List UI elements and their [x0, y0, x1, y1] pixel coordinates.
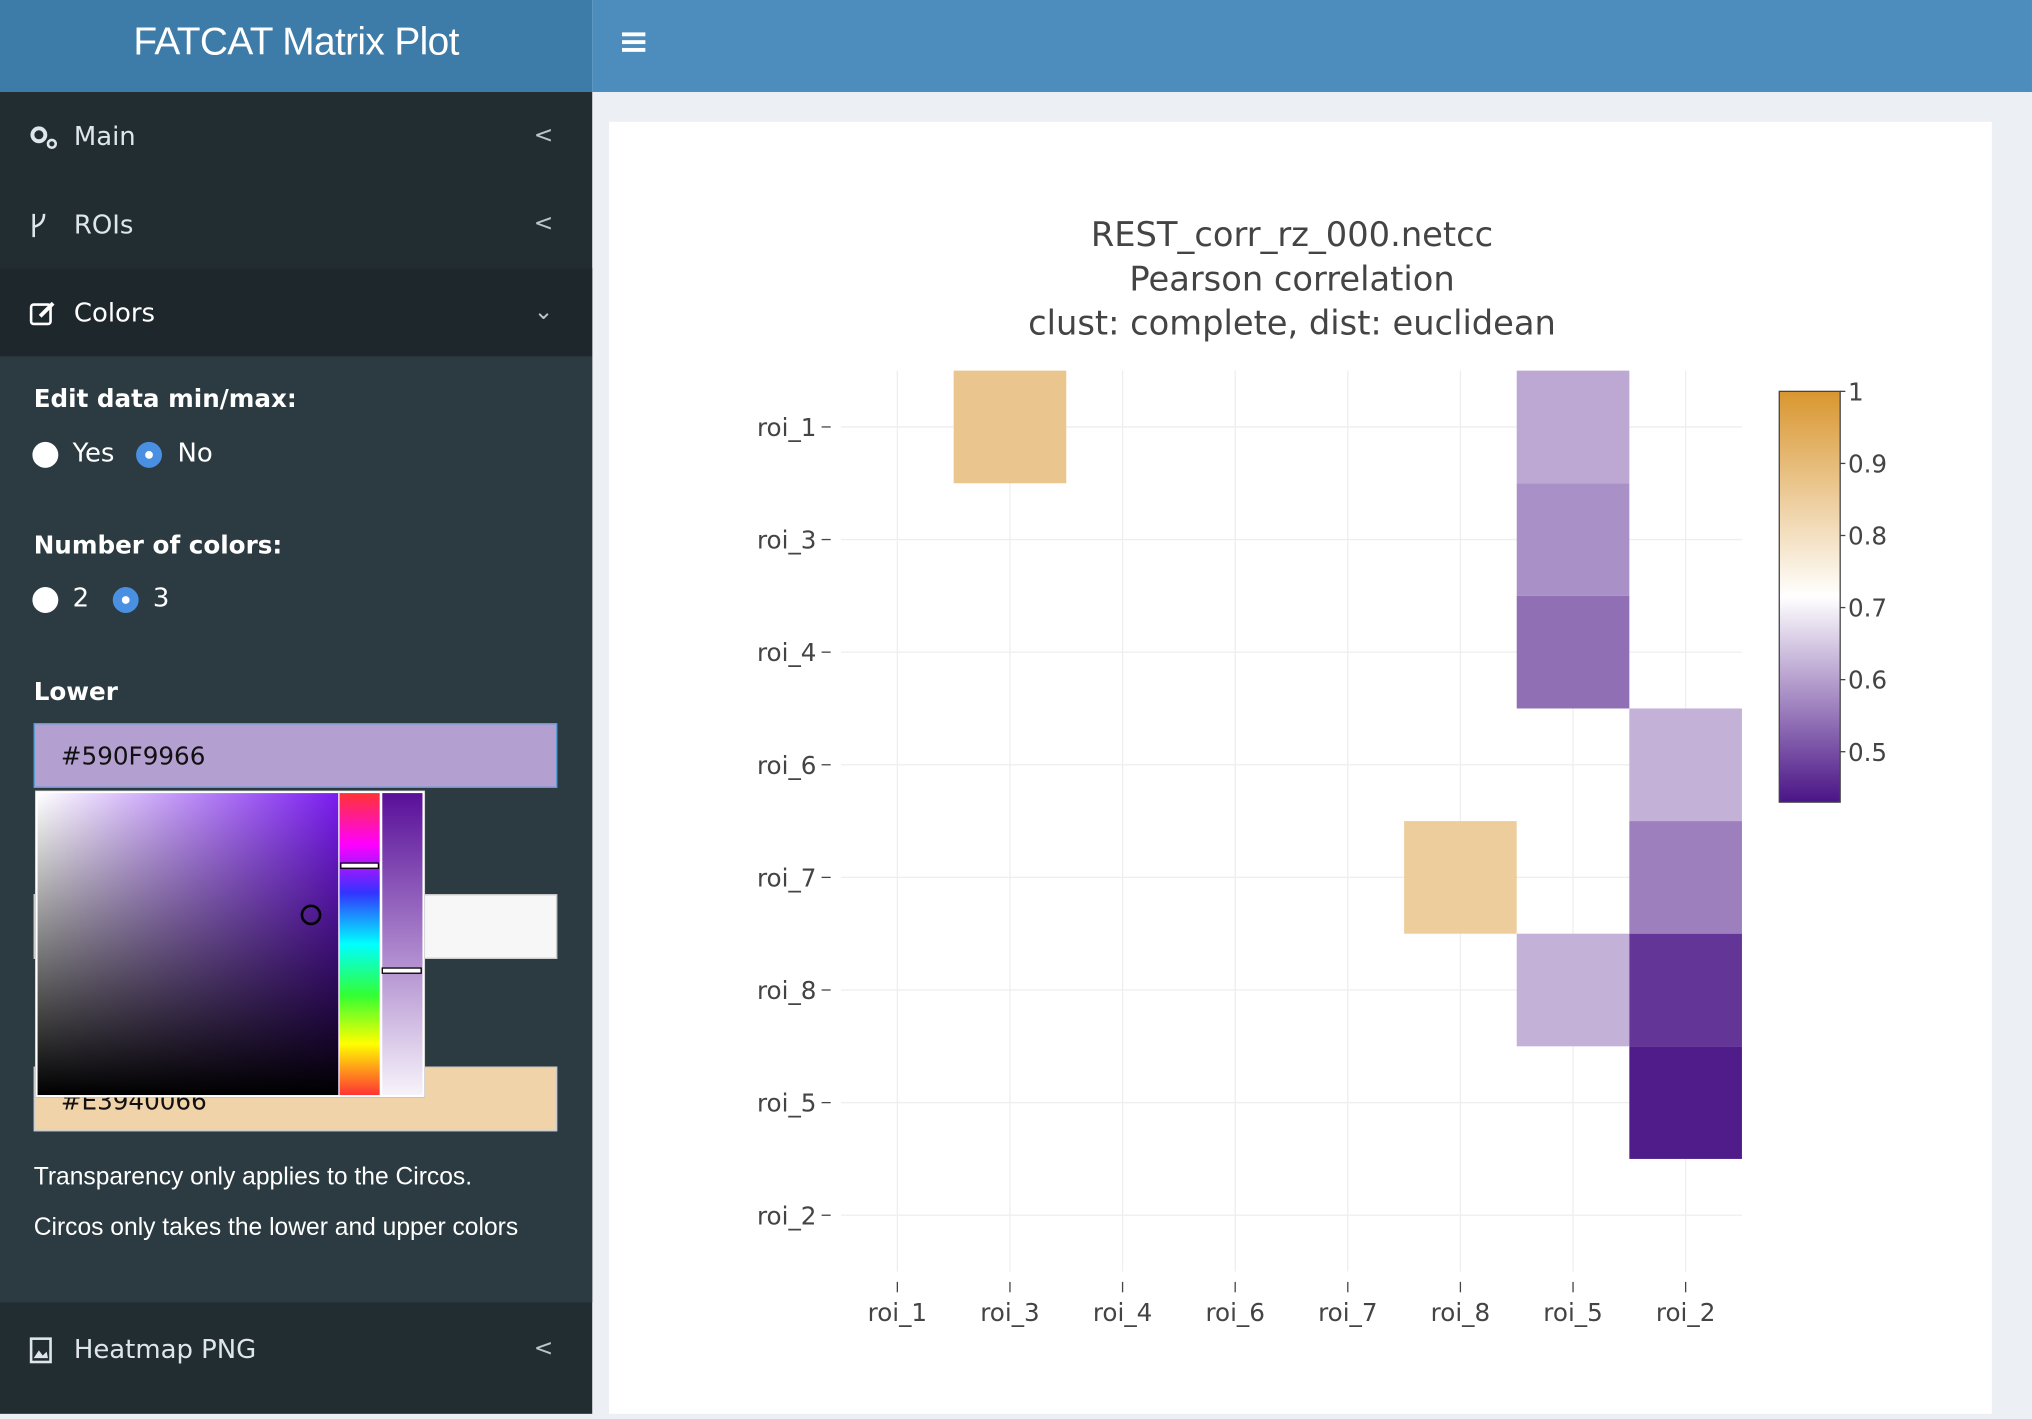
radio-label[interactable]: Yes [72, 436, 115, 468]
menu-item[interactable]: Heatmap PNG < [0, 1305, 592, 1393]
menu-label: Colors [73, 296, 156, 328]
colorbar-tick-label: 0.8 [1848, 522, 1887, 551]
colorbar-tick-label: 0.9 [1848, 450, 1887, 479]
y-tick-label: roi_4 [757, 638, 816, 667]
heatmap-cell [1516, 370, 1630, 484]
radio[interactable] [136, 441, 162, 468]
color-input[interactable]: #590F9966 [33, 723, 558, 788]
y-tick-label: roi_3 [757, 526, 816, 555]
menu-label: Main [73, 120, 136, 152]
heatmap-cell [1404, 821, 1517, 934]
x-tick-label: roi_7 [1318, 1298, 1377, 1327]
heatmap-cell [1629, 708, 1742, 822]
radio-label[interactable]: 2 [72, 581, 90, 613]
radio-label[interactable]: 3 [152, 581, 170, 613]
y-tick-label: roi_8 [757, 976, 816, 1005]
icon [32, 213, 46, 238]
heatmap-cell [1516, 933, 1630, 1047]
chevron: < [533, 209, 554, 238]
radio[interactable] [112, 587, 139, 613]
color-picker[interactable] [34, 790, 426, 1098]
radio-label[interactable]: No [177, 436, 213, 468]
heatmap-cell [1516, 483, 1630, 596]
icon [30, 126, 58, 150]
radio[interactable] [32, 441, 59, 468]
chevron: < [533, 121, 554, 150]
y-tick-label: roi_7 [757, 863, 816, 892]
colorbar [1778, 390, 1841, 803]
y-tick-label: roi_1 [757, 413, 816, 442]
x-tick-label: roi_2 [1656, 1298, 1715, 1327]
colorbar-tick-label: 0.7 [1848, 594, 1887, 623]
sidebar: Main < ROIs < Colors ⌄ Edit data min/max: Y… [0, 92, 593, 1414]
x-tick-label: roi_8 [1431, 1298, 1490, 1327]
menu-item[interactable]: ROIs < [0, 180, 592, 268]
plot-box: REST_corr_rz_000.netcc Pearson correlatio… [609, 121, 1992, 1414]
heatmap-cell [953, 370, 1067, 484]
help-text: Transparency only applies to the Circos. [33, 1163, 473, 1191]
heatmap-cell [1516, 595, 1630, 709]
colors-panel: Edit data min/max: Yes No Number of colo… [0, 356, 593, 1303]
x-tick-label: roi_6 [1205, 1298, 1264, 1327]
chevron: < [533, 1334, 554, 1362]
colorbar-tick-label: 0.6 [1848, 666, 1887, 695]
field-label: Edit data min/max: [33, 384, 297, 414]
menu-label: ROIs [73, 208, 134, 240]
chart-title: Pearson correlation [1129, 259, 1454, 298]
x-tick-label: roi_1 [868, 1298, 927, 1327]
menu-toggle[interactable] [621, 29, 650, 58]
chart-title: REST_corr_rz_000.netcc [1091, 215, 1493, 254]
icon [29, 1337, 52, 1364]
heatmap-cell [1629, 1046, 1742, 1159]
field-label: Number of colors: [33, 531, 283, 560]
field-label: Lower [33, 677, 118, 707]
radio[interactable] [32, 587, 59, 613]
top-bar [592, 0, 2032, 93]
icon [29, 301, 55, 326]
colorbar-tick-label: 0.5 [1848, 738, 1887, 767]
menu-item[interactable]: Colors ⌄ [0, 268, 593, 357]
x-tick-label: roi_3 [980, 1298, 1039, 1327]
heatmap-chart: REST_corr_rz_000.netcc Pearson correlatio… [757, 215, 1887, 1327]
help-text: Circos only takes the lower and upper co… [33, 1214, 519, 1242]
x-tick-label: roi_5 [1543, 1298, 1602, 1327]
y-tick-label: roi_5 [757, 1089, 816, 1118]
x-tick-label: roi_4 [1093, 1298, 1152, 1327]
heatmap-cell [1629, 933, 1742, 1047]
colorbar-tick-label: 1 [1848, 377, 1864, 406]
app-title[interactable]: FATCAT Matrix Plot [0, 0, 593, 93]
y-tick-label: roi_2 [757, 1201, 816, 1230]
chevron: ⌄ [533, 298, 554, 326]
menu-item[interactable]: Main < [0, 92, 592, 180]
menu-label: Heatmap PNG [73, 1333, 257, 1365]
chart-title: clust: complete, dist: euclidean [1028, 303, 1556, 342]
y-tick-label: roi_6 [757, 751, 816, 780]
heatmap-cell [1629, 821, 1742, 934]
